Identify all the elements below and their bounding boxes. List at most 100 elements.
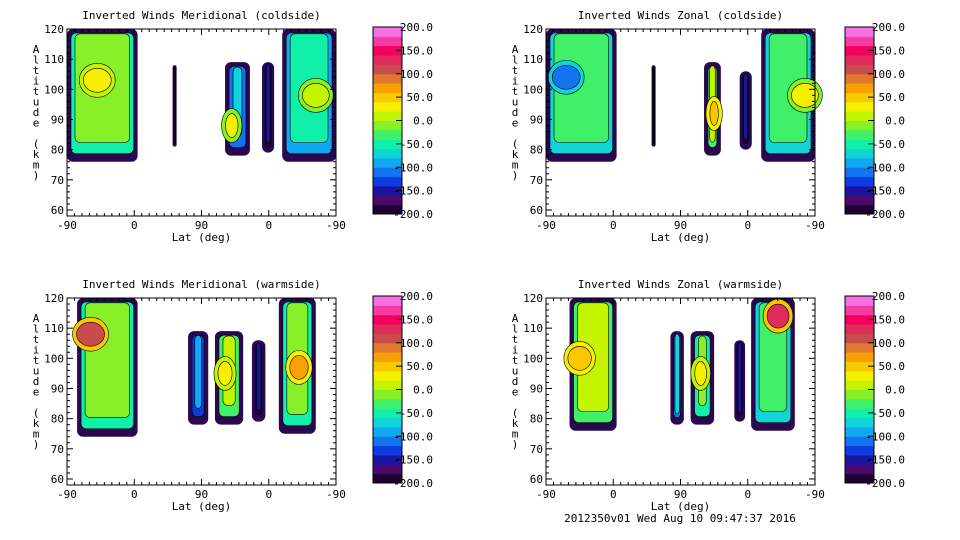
colorbar-swatch xyxy=(373,305,402,316)
y-axis-label-char: m xyxy=(33,159,40,172)
y-axis-label-char: e xyxy=(512,117,519,130)
colorbar-swatch xyxy=(373,55,402,65)
chart-title: Inverted Winds Meridional (coldside) xyxy=(82,9,320,22)
colorbar-swatch xyxy=(845,83,874,93)
contour-region-fill xyxy=(652,65,655,144)
contour-core xyxy=(289,355,309,380)
contour-core xyxy=(76,321,105,347)
contour-core xyxy=(567,346,592,371)
colorbar-swatch xyxy=(845,445,874,456)
x-tick-label: 0 xyxy=(265,488,272,501)
colorbar-swatch xyxy=(845,408,874,419)
y-axis-label-char: i xyxy=(512,344,519,357)
footer-timestamp: 2012350v01 Wed Aug 10 09:47:37 2016 xyxy=(564,512,796,525)
y-tick-label: 80 xyxy=(51,413,64,426)
y-axis-label-char: e xyxy=(33,117,40,130)
y-tick-label: 100 xyxy=(523,352,543,365)
colorbar-tick-label: -50.0 xyxy=(400,407,433,420)
y-tick-label: 110 xyxy=(523,53,543,66)
colorbar-swatch xyxy=(373,92,402,103)
y-axis-label-char: d xyxy=(512,375,519,388)
colorbar-tick-label: 100.0 xyxy=(872,337,905,350)
y-axis-label-char: t xyxy=(512,85,519,98)
contour-region-fill xyxy=(674,333,680,415)
x-axis-label: Lat (deg) xyxy=(651,231,711,244)
colorbar-tick-label: 150.0 xyxy=(400,313,433,326)
y-axis-label-char: u xyxy=(33,96,40,109)
y-axis-label-char: k xyxy=(512,417,519,430)
colorbar-swatch xyxy=(845,380,874,390)
x-tick-label: -90 xyxy=(536,488,556,501)
y-tick-label: 70 xyxy=(51,174,64,187)
x-tick-label: -90 xyxy=(536,219,556,232)
colorbar-tick-label: 0.0 xyxy=(413,115,433,128)
colorbar-swatch xyxy=(845,342,874,353)
colorbar-swatch xyxy=(373,445,402,456)
y-axis-label-char: l xyxy=(33,54,40,67)
colorbar-swatch xyxy=(845,111,874,121)
x-tick-label: -90 xyxy=(326,488,346,501)
colorbar-swatch xyxy=(845,296,874,306)
colorbar-swatch xyxy=(845,361,874,372)
colorbar-tick-label: 100.0 xyxy=(872,68,905,81)
colorbar-tick-label: -200.0 xyxy=(865,208,905,221)
y-axis-label-char: t xyxy=(33,85,40,98)
colorbar-swatch xyxy=(845,101,874,112)
colorbar-swatch xyxy=(845,27,874,37)
colorbar-swatch xyxy=(845,305,874,316)
colorbar-tick-label: -150.0 xyxy=(865,185,905,198)
colorbar-swatch xyxy=(373,352,402,362)
colorbar-swatch xyxy=(845,195,874,206)
y-axis-label-char: e xyxy=(512,386,519,399)
colorbar-swatch xyxy=(373,139,402,150)
contour-region-fill xyxy=(194,334,202,409)
y-axis-label-char: m xyxy=(33,428,40,441)
y-axis-label-char: A xyxy=(512,43,519,56)
colorbar-swatch xyxy=(845,120,874,131)
y-axis-label-char: t xyxy=(33,354,40,367)
y-axis-label-char: ) xyxy=(512,169,519,182)
colorbar-tick-label: -100.0 xyxy=(393,161,433,174)
y-tick-label: 60 xyxy=(530,473,543,486)
y-tick-label: 120 xyxy=(44,292,64,305)
colorbar-swatch xyxy=(373,204,402,215)
contour-core xyxy=(551,64,581,90)
colorbar-swatch xyxy=(373,148,402,159)
y-axis-label-char: t xyxy=(33,333,40,346)
x-tick-label: 90 xyxy=(674,488,687,501)
y-axis-label-char: l xyxy=(33,323,40,336)
colorbar-swatch xyxy=(373,27,402,37)
y-axis-label-char: t xyxy=(33,64,40,77)
y-axis-label-char: k xyxy=(33,417,40,430)
colorbar-swatch xyxy=(373,417,402,428)
y-axis-label-char: l xyxy=(512,54,519,67)
contour-region-fill xyxy=(256,342,262,412)
y-tick-label: 90 xyxy=(51,382,64,395)
colorbar-tick-label: -50.0 xyxy=(400,138,433,151)
colorbar-tick-label: 100.0 xyxy=(400,68,433,81)
colorbar-swatch xyxy=(845,73,874,84)
colorbar-tick-label: 200.0 xyxy=(400,290,433,303)
x-tick-label: 0 xyxy=(131,488,138,501)
x-tick-label: 0 xyxy=(265,219,272,232)
contour-core xyxy=(694,361,707,386)
x-axis-label: Lat (deg) xyxy=(172,231,232,244)
colorbar-swatch xyxy=(373,73,402,84)
y-axis-label-char: t xyxy=(512,64,519,77)
colorbar-tick-label: 50.0 xyxy=(407,91,434,104)
y-tick-label: 80 xyxy=(530,144,543,157)
chart-panel-3: Inverted Winds Zonal (warmside) 60 70 80 90 1… xyxy=(512,278,905,513)
x-tick-label: 90 xyxy=(195,219,208,232)
y-axis-label-char: u xyxy=(33,365,40,378)
y-axis-label-char: t xyxy=(512,333,519,346)
colorbar-swatch xyxy=(373,176,402,187)
colorbar-tick-label: -100.0 xyxy=(865,430,905,443)
contour-core xyxy=(766,303,790,329)
colorbar-swatch xyxy=(373,389,402,400)
colorbar-swatch xyxy=(845,36,874,47)
chart-panel-2: Inverted Winds Meridional (warmside) 60 70… xyxy=(33,278,433,513)
colorbar-tick-label: 0.0 xyxy=(413,384,433,397)
colorbar-swatch xyxy=(373,408,402,419)
y-axis-label-char: u xyxy=(512,96,519,109)
